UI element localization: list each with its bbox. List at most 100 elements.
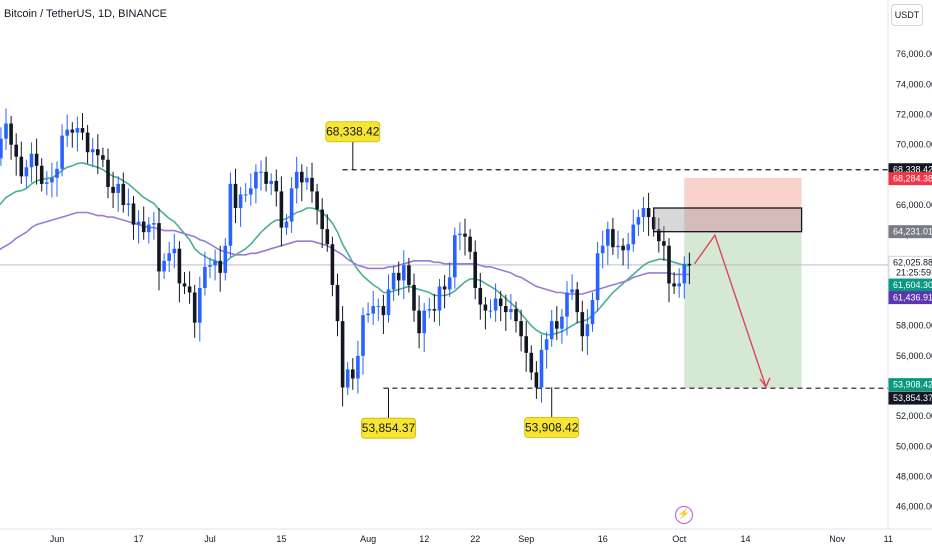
candle-body <box>437 286 442 311</box>
candle-body <box>351 369 355 379</box>
candle-body <box>386 289 391 316</box>
candle-body <box>493 298 498 311</box>
candle-body <box>315 191 319 210</box>
candle-body <box>106 159 110 187</box>
candle-body <box>371 306 375 314</box>
ma-slow-line <box>0 211 690 295</box>
candle-body <box>544 339 549 350</box>
candle-body <box>259 171 263 173</box>
candle-body <box>447 277 452 290</box>
price-callout <box>325 121 381 143</box>
x-tick-label: 14 <box>740 534 750 544</box>
candle-body <box>177 248 182 284</box>
candle-body <box>641 208 646 218</box>
x-tick-label: 15 <box>276 534 286 544</box>
candle-body <box>463 233 467 237</box>
candle-body <box>96 149 100 156</box>
candle-body <box>254 171 258 189</box>
candle-body <box>417 310 421 334</box>
candle-body <box>162 260 166 272</box>
candle-body <box>412 284 416 311</box>
candle-body <box>294 171 299 189</box>
y-tick-label: 66,000.00 <box>896 200 932 210</box>
candle-body <box>39 165 44 184</box>
candle-body <box>498 298 503 307</box>
candle-body <box>539 349 544 388</box>
take-profit-zone <box>684 231 802 389</box>
candle-body <box>55 168 59 178</box>
projection-arrow <box>693 233 767 387</box>
candle-body <box>4 123 8 139</box>
x-tick-label: Sep <box>518 534 534 544</box>
candle-body <box>34 153 39 166</box>
price-tag-label: 61,604.30 <box>893 280 932 290</box>
candle-body <box>45 182 49 184</box>
candle-body <box>233 183 238 209</box>
y-tick-label: 76,000.00 <box>896 49 932 59</box>
x-tick-label: 17 <box>134 534 144 544</box>
callout-label: 53,854.37 <box>362 421 416 435</box>
callout-label: 53,908.42 <box>525 420 579 434</box>
candle-body <box>442 286 447 290</box>
price-tag <box>888 291 932 305</box>
candle-body <box>468 236 472 252</box>
candle-body <box>626 244 630 251</box>
currency-button[interactable]: USDT <box>891 4 923 26</box>
candle-body <box>402 265 406 281</box>
candle-body <box>121 183 126 205</box>
candle-body <box>65 129 69 136</box>
x-tick-label: Jun <box>50 534 65 544</box>
candle-body <box>361 315 365 356</box>
candle-body <box>488 310 493 312</box>
candle-body <box>524 336 528 353</box>
candle-body <box>432 309 437 311</box>
candle-body <box>9 123 13 145</box>
candle-body <box>381 306 386 316</box>
candle-body <box>213 260 217 266</box>
candle-body <box>208 265 212 267</box>
candle-body <box>192 292 197 323</box>
candle-body <box>279 191 284 228</box>
price-tag-label: 68,284.38 <box>893 174 932 184</box>
price-tag-label: 62,025.88 <box>893 257 932 267</box>
candle-body <box>157 223 161 272</box>
y-tick-label: 70,000.00 <box>896 140 932 150</box>
candle-body <box>182 283 187 287</box>
x-tick-label: Oct <box>672 534 687 544</box>
candle-body <box>529 352 534 373</box>
candle-body <box>50 177 54 183</box>
candle-body <box>101 155 105 160</box>
candle-body <box>238 194 243 209</box>
y-tick-label: 72,000.00 <box>896 110 932 120</box>
candle-body <box>320 209 324 230</box>
y-tick-label: 58,000.00 <box>896 321 932 331</box>
y-tick-label: 48,000.00 <box>896 472 932 482</box>
candle-body <box>310 177 314 192</box>
candle-body <box>478 287 483 305</box>
candle-body <box>14 144 18 157</box>
candle-body <box>167 253 171 261</box>
symbol-title[interactable]: Bitcoin / TetherUS, 1D, BINANCE <box>4 8 168 20</box>
candle-body <box>509 309 513 313</box>
y-tick-label: 46,000.00 <box>896 502 932 512</box>
countdown-label: 21:25:59 <box>896 267 931 277</box>
candle-body <box>565 292 569 317</box>
candle-body <box>391 272 396 290</box>
candle-body <box>590 300 595 325</box>
candle-body <box>60 135 64 169</box>
candle-body <box>600 245 605 254</box>
y-tick-label: 50,000.00 <box>896 441 932 451</box>
price-tag <box>888 391 932 405</box>
candle-body <box>116 183 120 193</box>
candle-body <box>672 283 676 287</box>
candle-body <box>616 245 620 248</box>
zone-box <box>653 207 803 233</box>
candle-body <box>330 244 335 285</box>
candle-body <box>300 171 304 183</box>
candle-body <box>514 309 518 322</box>
flash-icon[interactable]: ⚡ <box>675 506 693 524</box>
candle-body <box>80 128 85 133</box>
candle-body <box>147 224 151 233</box>
